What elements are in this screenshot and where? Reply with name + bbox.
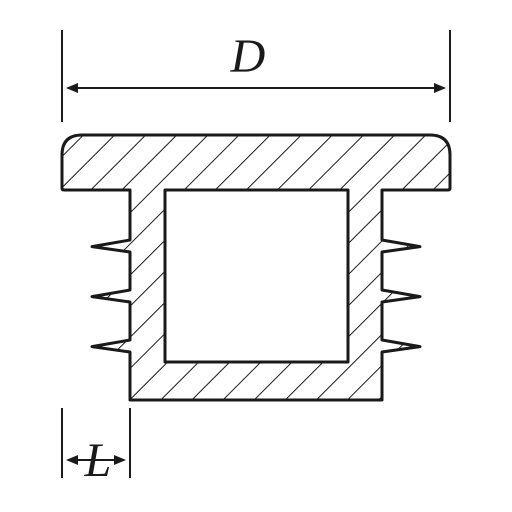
dim-L-label: L <box>84 434 112 487</box>
inner-cavity-outline <box>165 190 348 362</box>
dim-D-label: D <box>230 30 266 83</box>
section-drawing: DL <box>0 0 512 512</box>
